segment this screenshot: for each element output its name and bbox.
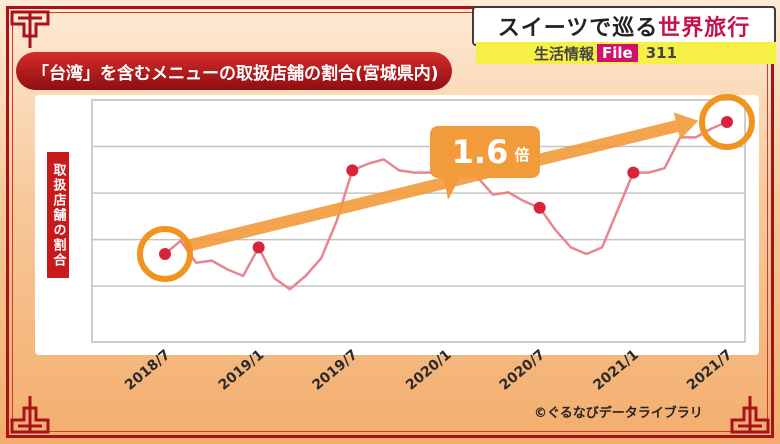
file-number: 311 (645, 44, 678, 62)
chart-title: 「台湾」を含むメニューの取扱店舗の割合(宮城県内) (32, 63, 439, 84)
highlight-ring-start (137, 226, 193, 282)
x-tick-label: 2020/7 (497, 347, 549, 394)
info-bar: 生活情報 File 311 (476, 42, 776, 64)
x-tick-label: 2019/1 (216, 347, 268, 394)
x-tick-label: 2020/1 (403, 347, 455, 394)
info-bar-label: 生活情報 (534, 44, 595, 63)
multiplier-unit: 倍 (514, 146, 529, 164)
x-tick-label: 2019/7 (309, 347, 361, 394)
data-marker (252, 241, 265, 254)
series-title-accent: 世界旅行 (658, 16, 751, 41)
x-tick-label: 2021/7 (684, 347, 736, 394)
y-axis-label: 取扱店舗の割合 (47, 152, 69, 278)
data-marker (627, 166, 640, 179)
data-marker (159, 248, 171, 260)
trend-arrow-head (673, 112, 699, 140)
x-tick-label: 2021/1 (590, 347, 642, 394)
plot-area (91, 99, 746, 343)
highlight-ring-end (699, 94, 755, 150)
multiplier-value: 1.6 (452, 133, 509, 171)
trend-arrow-shaft (185, 120, 679, 252)
data-marker (533, 201, 546, 214)
multiplier-callout (430, 126, 540, 178)
source-credit: ©ぐるなびデータライブラリ (534, 406, 703, 421)
series-title-main: スイーツで巡る (497, 16, 659, 41)
series-title-banner: スイーツで巡る 世界旅行 (472, 6, 776, 46)
corner-ornament-top-left (10, 10, 50, 48)
data-marker (346, 164, 359, 177)
corner-ornament-bottom-left (10, 396, 50, 434)
x-tick-label: 2018/7 (122, 347, 174, 394)
file-tag: File (597, 44, 638, 62)
data-marker (721, 116, 733, 128)
corner-ornament-bottom-right (730, 396, 770, 434)
chart-title-plate: 「台湾」を含むメニューの取扱店舗の割合(宮城県内) (16, 52, 452, 90)
multiplier-callout-pointer (444, 177, 460, 200)
